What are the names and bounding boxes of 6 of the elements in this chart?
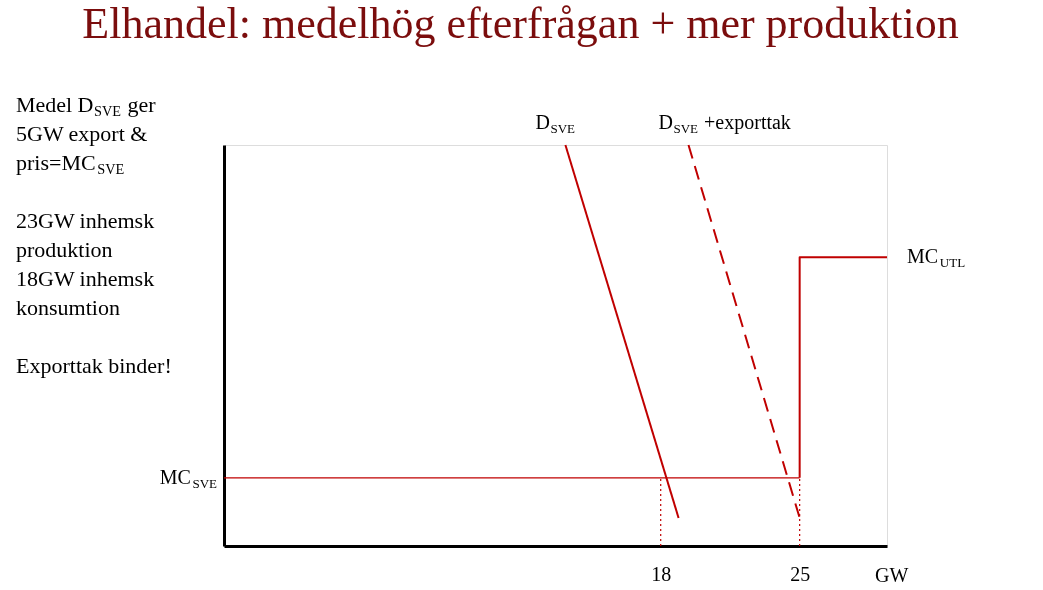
text: 23GW inhemsk produktion 18GW inhemsk konsumtion <box>16 208 155 320</box>
x-tick-label: 25 <box>790 562 811 585</box>
text: Exporttak binder! <box>16 353 172 378</box>
chart-title: Elhandel: medelhög efterfrågan + mer produktion <box>82 0 959 48</box>
x-axis-title: GW <box>875 564 909 586</box>
x-tick-label: 18 <box>651 562 672 585</box>
